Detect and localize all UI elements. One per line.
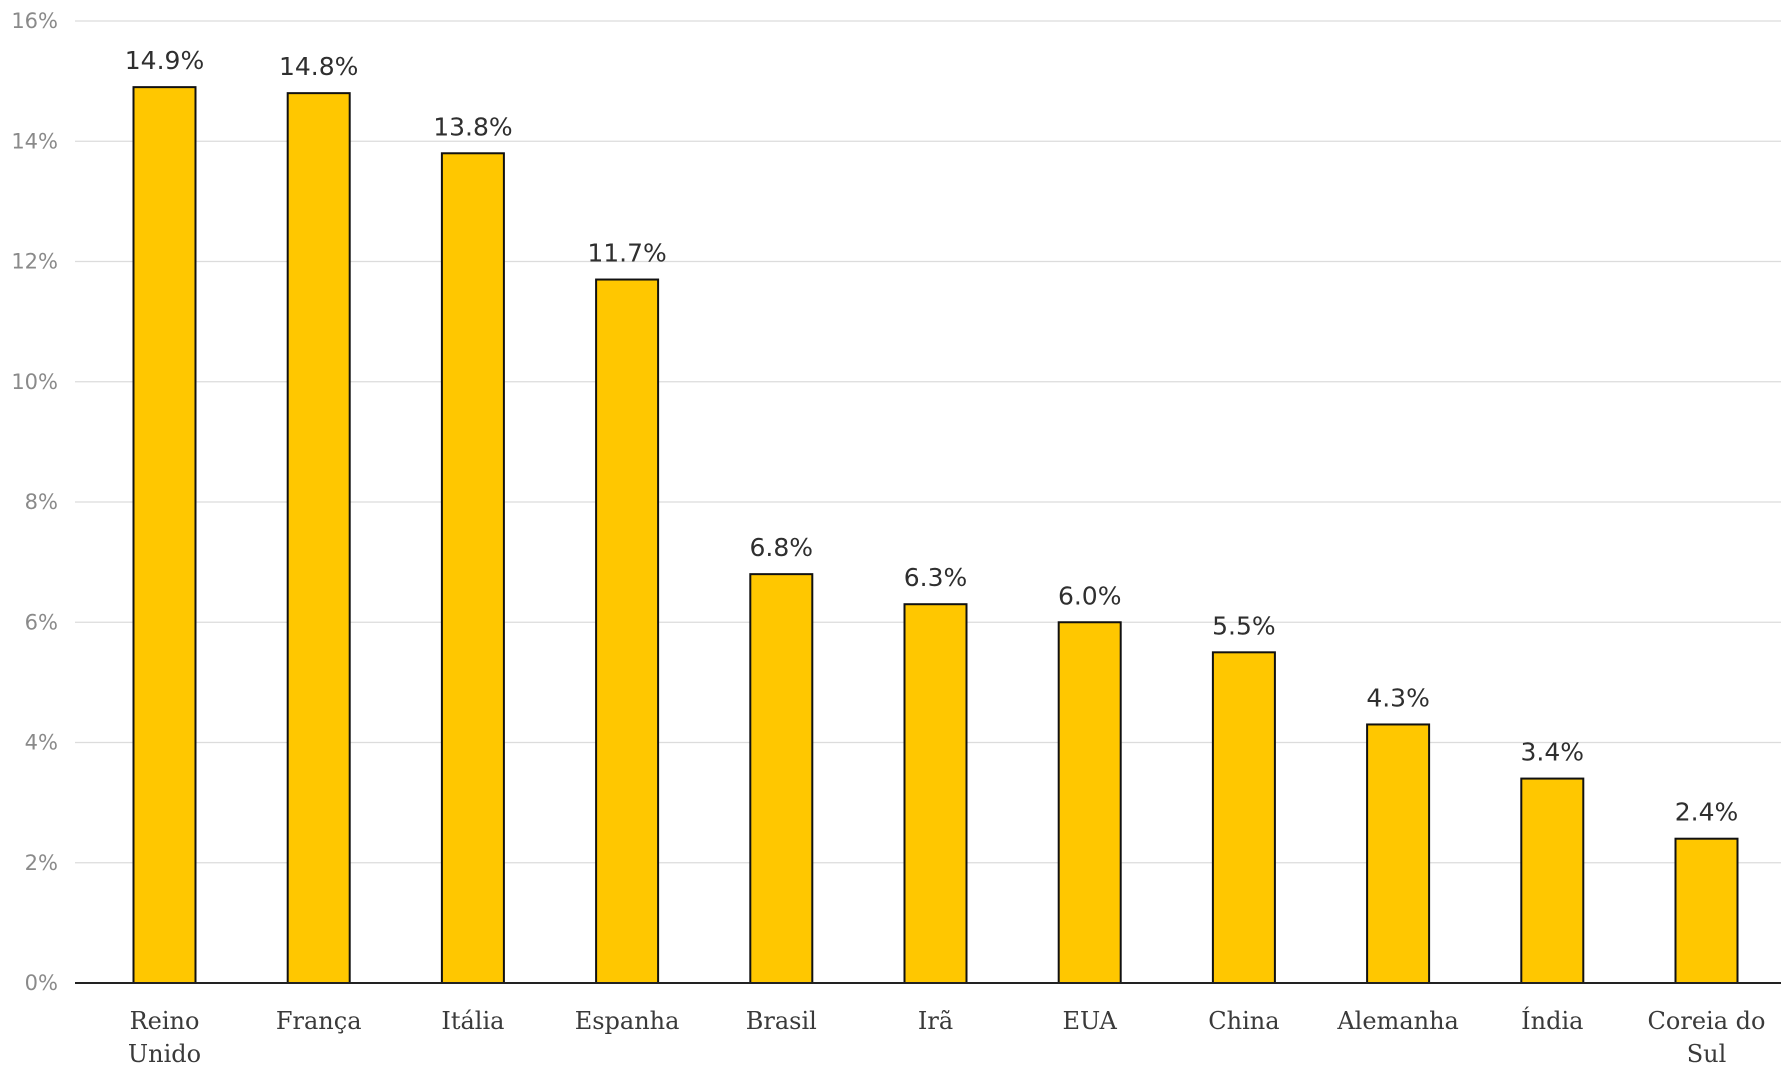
bar — [1211, 651, 1276, 984]
data-label: 4.3% — [1366, 683, 1430, 712]
x-tick-label: Alemanha — [1336, 1007, 1459, 1035]
bar — [286, 92, 351, 984]
data-label: 3.4% — [1521, 738, 1585, 767]
x-tick-label: Itália — [441, 1007, 504, 1035]
bar — [1366, 723, 1431, 985]
bars — [132, 86, 1739, 985]
bar — [749, 573, 814, 985]
bar — [132, 86, 197, 984]
x-tick-label: Brasil — [746, 1007, 817, 1035]
bar — [440, 152, 505, 984]
y-tick-label: 14% — [11, 129, 58, 153]
x-tick-label: Coreia do — [1648, 1007, 1766, 1035]
x-tick-label: Espanha — [575, 1007, 680, 1035]
y-axis-ticks: 0% 2% 4% 6% 8% 10% 12% 14% 16% — [11, 9, 58, 995]
y-tick-label: 4% — [25, 731, 58, 755]
y-tick-label: 16% — [11, 9, 58, 33]
data-label: 6.0% — [1058, 581, 1122, 610]
x-tick-label: EUA — [1063, 1007, 1118, 1035]
bar — [903, 603, 968, 985]
data-label: 14.8% — [279, 52, 358, 81]
bar — [1674, 837, 1739, 985]
data-label: 6.3% — [904, 563, 968, 592]
bar — [1057, 621, 1122, 984]
x-tick-label: Reino — [130, 1007, 200, 1035]
y-tick-label: 10% — [11, 370, 58, 394]
x-tick-label: China — [1208, 1007, 1279, 1035]
x-axis-ticks: Reino Unido França Itália Espanha Brasil Irã EU… — [128, 1006, 1766, 1068]
data-label: 2.4% — [1675, 798, 1739, 827]
data-label: 14.9% — [125, 46, 204, 75]
x-tick-label: França — [276, 1007, 362, 1035]
data-label: 13.8% — [433, 112, 512, 141]
y-tick-label: 8% — [25, 490, 58, 514]
y-tick-label: 12% — [11, 250, 58, 274]
bar — [1520, 777, 1585, 985]
y-tick-label: 2% — [25, 851, 58, 875]
y-tick-label: 0% — [25, 971, 58, 995]
data-label: 5.5% — [1212, 611, 1276, 640]
data-labels: 14.9% 14.8% 13.8% 11.7% 6.8% 6.3% 6.0% 5.5% 4.3%… — [125, 46, 1738, 827]
x-tick-label: Unido — [128, 1040, 201, 1068]
x-tick-label: Irã — [918, 1007, 953, 1035]
y-tick-label: 6% — [25, 610, 58, 634]
data-label: 6.8% — [750, 533, 814, 562]
bar — [595, 278, 660, 985]
x-tick-label: Índia — [1521, 1006, 1583, 1035]
x-tick-label: Sul — [1687, 1040, 1727, 1068]
data-label: 11.7% — [587, 239, 666, 268]
